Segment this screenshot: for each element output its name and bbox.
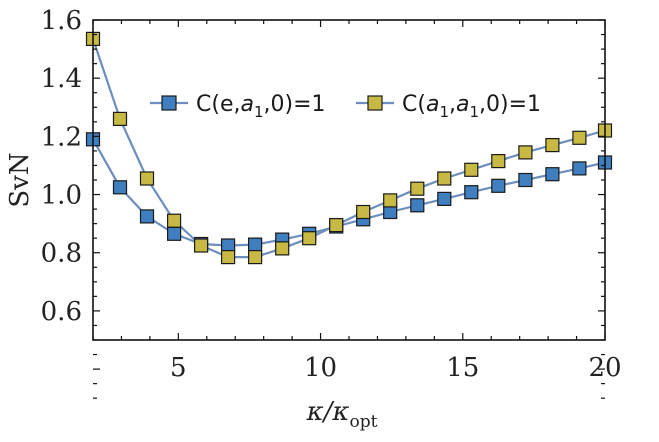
- data-point: [167, 213, 182, 228]
- legend-label-series-1: C(e,a1,0)=1: [196, 92, 326, 121]
- data-point: [167, 226, 182, 241]
- x-tick-label: 15: [446, 353, 479, 383]
- x-tick-label: 20: [588, 353, 621, 383]
- legend-2-var2: a: [456, 92, 469, 117]
- data-point: [112, 111, 128, 127]
- y-tick-label: 1.2: [41, 122, 82, 152]
- data-point: [139, 171, 155, 186]
- data-point: [248, 237, 263, 252]
- data-point: [491, 178, 506, 193]
- legend-marker-series-2: [367, 95, 383, 111]
- y-tick-label: 1.4: [41, 64, 82, 94]
- data-point: [112, 180, 128, 195]
- legend-2-pre: C(: [402, 92, 426, 117]
- data-point: [572, 161, 587, 176]
- y-axis-title: SvN: [5, 152, 35, 207]
- legend-1-pre: C(e,: [196, 92, 240, 117]
- x-tick-label: 5: [170, 353, 187, 383]
- data-point: [518, 145, 533, 160]
- legend-1-post: ,0)=1: [264, 92, 326, 117]
- data-point: [329, 218, 344, 233]
- legend: C(e,a1,0)=1 C(a1,a1,0)=1: [150, 92, 541, 121]
- y-axis-ticks: 0.6 0.8 1.0 1.2 1.4 1.6: [41, 6, 605, 399]
- legend-1-sub: 1: [254, 103, 264, 121]
- data-point: [410, 198, 425, 213]
- data-point: [545, 138, 560, 153]
- data-point: [437, 171, 452, 186]
- x-tick-label: 10: [304, 353, 337, 383]
- data-point: [383, 193, 398, 208]
- data-point: [572, 130, 587, 145]
- data-point: [194, 238, 209, 253]
- legend-label-series-2: C(a1,a1,0)=1: [402, 92, 541, 121]
- data-point: [302, 231, 317, 246]
- data-point: [356, 204, 371, 220]
- y-tick-label: 1.6: [41, 6, 82, 36]
- legend-2-post: ,0)=1: [479, 92, 541, 117]
- legend-entry-series-1: C(e,a1,0)=1: [150, 92, 326, 121]
- y-tick-label: 0.6: [41, 297, 82, 327]
- legend-2-sub: 1: [439, 103, 449, 121]
- legend-2-sub2: 1: [469, 103, 479, 121]
- data-point: [221, 250, 236, 265]
- legend-entry-series-2: C(a1,a1,0)=1: [356, 92, 541, 121]
- data-point: [545, 167, 560, 182]
- data-point: [464, 185, 479, 200]
- y-tick-label: 1.0: [41, 181, 82, 211]
- x-axis-title: κ/κopt: [306, 397, 378, 432]
- legend-1-var: a: [240, 92, 253, 117]
- data-point: [410, 181, 425, 196]
- data-point: [139, 209, 155, 224]
- x-axis-title-subscript: opt: [349, 412, 377, 432]
- x-axis-ticks: 5 10 15 20: [92, 20, 622, 383]
- legend-2-var: a: [426, 92, 439, 117]
- legend-marker-series-1: [161, 95, 177, 111]
- data-point: [248, 250, 263, 265]
- data-point: [518, 172, 533, 188]
- data-point: [491, 154, 506, 169]
- legend-2-mid: ,: [449, 92, 456, 117]
- data-point: [275, 241, 290, 256]
- data-point: [464, 162, 479, 177]
- y-tick-label: 0.8: [41, 239, 82, 269]
- x-axis-title-main: κ/κ: [306, 397, 350, 427]
- data-point: [437, 191, 452, 206]
